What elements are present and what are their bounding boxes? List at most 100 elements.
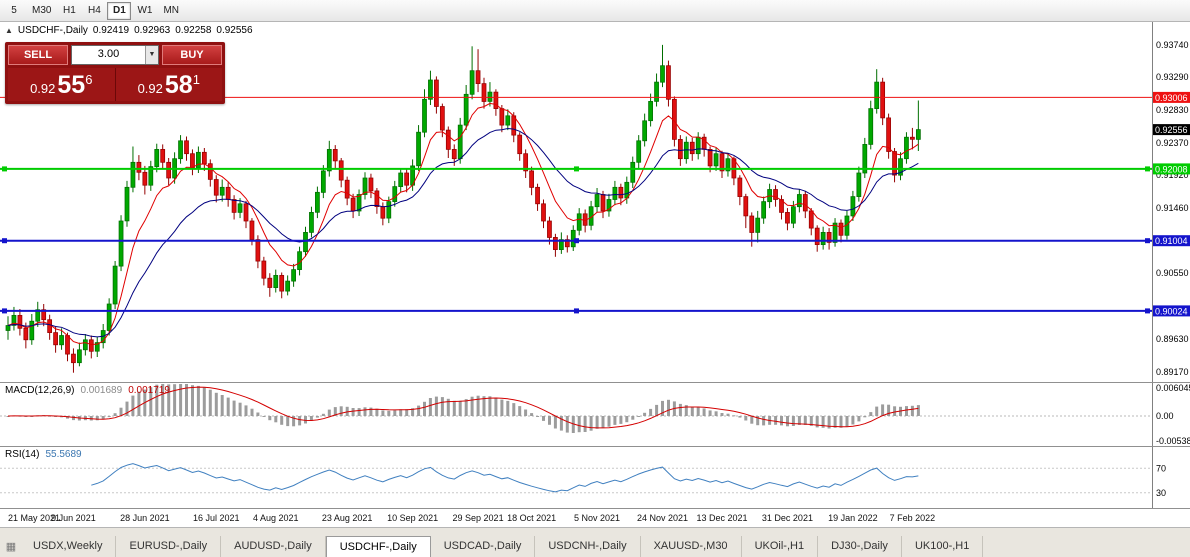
ohlc-low: 0.92258 — [175, 25, 212, 36]
svg-text:0.91004: 0.91004 — [1155, 236, 1188, 246]
macd-label: MACD(12,26,9) 0.001689 0.001719 — [5, 385, 170, 396]
price-tick: 0.89170 — [1156, 367, 1189, 377]
timeframe-m30[interactable]: M30 — [32, 4, 52, 16]
price-tick: 0.89630 — [1156, 334, 1189, 344]
chart-tab-dj30-daily[interactable]: DJ30-,Daily — [818, 536, 902, 557]
price-tick: 0.93290 — [1156, 72, 1189, 82]
price-tick: 0.92370 — [1156, 138, 1189, 148]
macd-histogram — [6, 384, 920, 433]
time-axis-label: 21 May 2021 — [8, 513, 61, 523]
timeframe-toolbar: 5 M30 H1 H4 D1 W1 MN — [0, 0, 1190, 22]
price-chart[interactable]: 0.93740 0.93290 0.92830 0.92370 0.91920 0.914… — [0, 22, 1190, 382]
time-axis-label: 29 Sep 2021 — [452, 513, 504, 523]
time-axis-label: 10 Sep 2021 — [387, 513, 439, 523]
sell-button[interactable]: SELL — [8, 45, 68, 65]
level-handle — [1145, 166, 1150, 172]
svg-text:0.92008: 0.92008 — [1155, 164, 1188, 174]
rsi-line — [91, 463, 919, 493]
ask-big-digits: 58 — [164, 71, 193, 99]
chart-tab-usdcnh-daily[interactable]: USDCNH-,Daily — [535, 536, 641, 557]
rsi-name: RSI(14) — [5, 449, 40, 460]
level-handle — [2, 238, 7, 244]
macd-name: MACD(12,26,9) — [5, 385, 75, 396]
price-badge: 0.91004 — [1153, 235, 1190, 247]
ohlc-high: 0.92963 — [134, 25, 171, 36]
ohlc-open: 0.92419 — [92, 25, 130, 36]
chart-tab-ukoil-h1[interactable]: UKOil-,H1 — [742, 536, 819, 557]
svg-text:0.90024: 0.90024 — [1155, 306, 1188, 316]
price-tick: 0.90550 — [1156, 268, 1189, 278]
volume-dropdown-icon[interactable]: ▼ — [145, 46, 158, 64]
chart-title: USDCHF-,Daily — [17, 25, 88, 36]
price-badge: 0.93006 — [1153, 91, 1190, 103]
time-axis-label: 9 Jun 2021 — [51, 513, 96, 523]
timeframe-h1[interactable]: H1 — [63, 4, 76, 16]
price-tick: 0.92830 — [1156, 105, 1189, 115]
chart-tabs-bar: ▦ USDX,Weekly EURUSD-,Daily AUDUSD-,Daily US… — [0, 527, 1190, 557]
ask-price: 0.92 58 1 — [116, 68, 223, 101]
time-axis-label: 7 Feb 2022 — [889, 513, 936, 523]
chart-list-icon[interactable]: ▦ — [5, 541, 17, 553]
bid-pip-digit: 6 — [85, 72, 93, 87]
ohlc-close: 0.92556 — [216, 25, 253, 36]
time-axis-label: 18 Oct 2021 — [507, 513, 557, 523]
ma-slow-line — [7, 127, 919, 338]
chart-tab-uk100-h1[interactable]: UK100-,H1 — [902, 536, 984, 557]
chart-tab-usdx-weekly[interactable]: USDX,Weekly — [20, 536, 117, 557]
chart-ohlc-header: ▲ USDCHF-,Daily 0.92419 0.92963 0.92258 … — [5, 25, 253, 36]
macd-panel[interactable]: 0.006045 0.00 -0.005385 MACD(12,26,9) 0.00… — [0, 382, 1190, 446]
macd-tick: 0.006045 — [1156, 383, 1190, 393]
bid-big-digits: 55 — [57, 71, 86, 99]
level-handle — [1145, 238, 1150, 244]
rsi-panel[interactable]: 70 30 RSI(14) 55.5689 — [0, 446, 1190, 508]
time-axis-label: 16 Jul 2021 — [192, 513, 240, 523]
timeframe-mn[interactable]: MN — [163, 4, 180, 16]
level-handle — [574, 166, 579, 172]
trade-panel-collapse-icon[interactable]: ▲ — [5, 26, 13, 35]
price-tick: 0.91460 — [1156, 203, 1189, 213]
volume-value[interactable]: 3.00 — [97, 48, 120, 60]
price-tick: 0.93740 — [1156, 40, 1189, 50]
timeframe-5[interactable]: 5 — [11, 4, 17, 16]
time-axis-label: 13 Dec 2021 — [696, 513, 748, 523]
bid-price: 0.92 55 6 — [8, 68, 116, 101]
chart-tab-xauusd-m30[interactable]: XAUUSD-,M30 — [641, 536, 742, 557]
macd-chart[interactable]: 0.006045 0.00 -0.005385 — [0, 383, 1190, 446]
price-badge: 0.90024 — [1153, 305, 1190, 317]
ask-pip-digit: 1 — [192, 72, 200, 87]
chart-panel[interactable]: 0.93740 0.93290 0.92830 0.92370 0.91920 0.914… — [0, 22, 1190, 382]
buy-button[interactable]: BUY — [162, 45, 222, 65]
level-handle — [574, 308, 579, 314]
price-badge: 0.92008 — [1153, 163, 1190, 175]
rsi-label: RSI(14) 55.5689 — [5, 449, 82, 460]
timeframe-d1[interactable]: D1 — [107, 1, 132, 20]
ma-fast-line — [7, 102, 919, 346]
rsi-tick: 30 — [1156, 488, 1166, 498]
time-axis-label: 24 Nov 2021 — [636, 513, 689, 523]
time-axis-label: 19 Jan 2022 — [828, 513, 878, 523]
rsi-chart[interactable]: 70 30 — [0, 447, 1190, 508]
time-axis-label: 4 Aug 2021 — [252, 513, 299, 523]
time-axis-label: 31 Dec 2021 — [761, 513, 813, 523]
macd-signal-value: 0.001719 — [128, 385, 170, 396]
level-handle — [2, 166, 7, 172]
time-axis-label: 28 Jun 2021 — [120, 513, 170, 523]
level-handle — [574, 238, 579, 244]
timeframe-h4[interactable]: H4 — [88, 4, 101, 16]
price-badge: 0.92556 — [1153, 124, 1190, 136]
time-axis[interactable]: 21 May 2021 9 Jun 2021 28 Jun 2021 16 Jul 2… — [0, 508, 1190, 527]
macd-signal-line — [7, 386, 919, 429]
rsi-tick: 70 — [1156, 463, 1166, 473]
bid-prefix: 0.92 — [30, 81, 56, 96]
one-click-trade-panel: SELL 3.00 ▼ BUY 0.92 55 6 0.92 58 1 — [5, 42, 225, 104]
chart-tab-audusd-daily[interactable]: AUDUSD-,Daily — [221, 536, 326, 557]
chart-tab-usdchf-daily[interactable]: USDCHF-,Daily — [325, 536, 431, 557]
ask-prefix: 0.92 — [137, 81, 163, 96]
chart-tab-usdcad-daily[interactable]: USDCAD-,Daily — [431, 536, 536, 557]
time-axis-label: 5 Nov 2021 — [574, 513, 621, 523]
level-handle — [1145, 308, 1150, 314]
chart-tab-eurusd-daily[interactable]: EURUSD-,Daily — [116, 536, 222, 557]
volume-input[interactable]: 3.00 ▼ — [71, 45, 159, 65]
svg-text:0.92556: 0.92556 — [1155, 125, 1188, 135]
timeframe-w1[interactable]: W1 — [137, 4, 153, 16]
